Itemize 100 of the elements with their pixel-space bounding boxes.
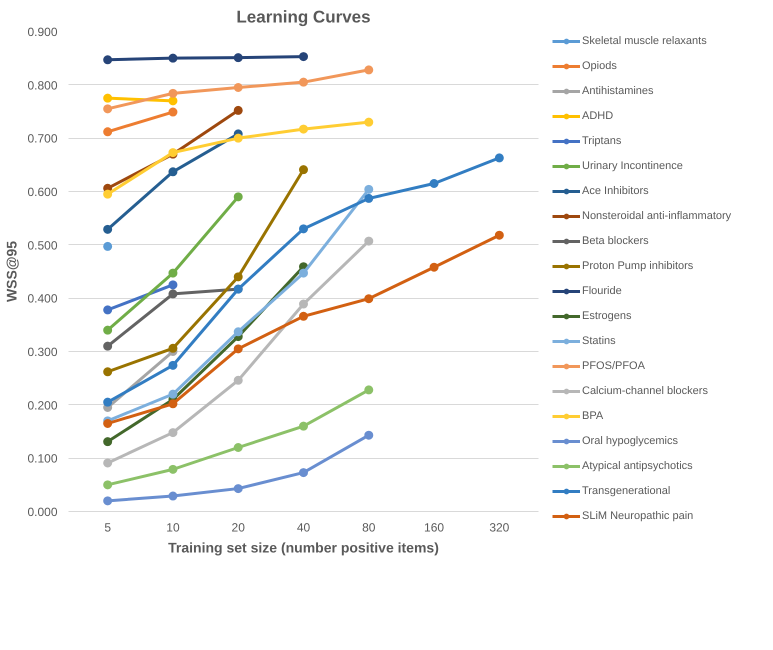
legend-label: Flouride <box>582 285 622 297</box>
point <box>168 390 178 399</box>
legend-label: Oral hypoglycemics <box>582 435 678 447</box>
point <box>299 468 308 478</box>
point <box>103 419 112 428</box>
point <box>168 344 178 353</box>
legend-label: Antihistamines <box>582 85 654 97</box>
point <box>299 165 308 174</box>
point <box>234 327 243 336</box>
point <box>103 224 112 234</box>
y-tick-label: 0.200 <box>27 398 58 412</box>
point <box>299 78 308 87</box>
y-tick-label: 0.500 <box>27 238 58 252</box>
point <box>364 236 374 246</box>
point <box>168 360 178 370</box>
point <box>234 53 243 62</box>
x-axis-title: Training set size (number positive items) <box>168 540 439 556</box>
legend-label: SLiM Neuropathic pain <box>582 510 694 522</box>
y-tick-label: 0.600 <box>27 185 58 199</box>
y-tick-label: 0.400 <box>27 292 58 306</box>
y-tick-label: 0.900 <box>27 25 58 39</box>
point <box>103 398 112 407</box>
point <box>168 268 178 278</box>
point <box>103 367 112 376</box>
point <box>364 194 374 203</box>
point <box>103 242 112 251</box>
point <box>103 496 112 506</box>
chart-title: Learning Curves <box>236 8 371 26</box>
x-tick-label: 20 <box>232 520 246 534</box>
legend-label: Calcium-channel blockers <box>582 385 708 397</box>
x-tick-label: 40 <box>296 520 310 534</box>
point <box>103 127 112 136</box>
point <box>168 280 178 290</box>
point <box>168 96 178 106</box>
point <box>103 342 112 351</box>
legend-label: Triptans <box>582 135 622 147</box>
x-tick-label: 80 <box>362 520 376 534</box>
point <box>168 492 178 501</box>
legend-label: Statins <box>582 335 616 347</box>
point <box>168 428 178 438</box>
point <box>364 385 374 394</box>
point <box>234 376 243 385</box>
legend-label: Urinary Incontinence <box>582 160 683 172</box>
legend-label: Proton Pump inhibitors <box>582 260 694 272</box>
point <box>103 480 112 490</box>
y-tick-label: 0.300 <box>27 345 58 359</box>
point <box>103 305 112 314</box>
point <box>103 326 112 335</box>
point <box>234 83 243 92</box>
point <box>234 484 243 494</box>
point <box>234 443 243 452</box>
point <box>168 54 178 63</box>
point <box>364 65 374 74</box>
point <box>168 167 178 176</box>
legend-label: Transgenerational <box>582 485 670 497</box>
point <box>299 52 308 62</box>
point <box>103 94 112 103</box>
legend-label: Skeletal muscle relaxants <box>582 35 707 47</box>
point <box>299 312 308 321</box>
point <box>234 106 243 115</box>
legend-label: Estrogens <box>582 310 632 322</box>
legend-label: Atypical antipsychotics <box>582 460 693 472</box>
legend-label: Opiods <box>582 60 617 72</box>
point <box>103 104 112 114</box>
x-tick-label: 320 <box>489 520 510 534</box>
point <box>234 192 243 202</box>
point <box>299 268 308 278</box>
point <box>103 437 112 446</box>
point <box>234 272 243 282</box>
legend-label: PFOS/PFOA <box>582 360 645 372</box>
y-tick-label: 0.800 <box>27 78 58 92</box>
point <box>430 179 439 188</box>
y-tick-label: 0.100 <box>27 452 58 466</box>
legend-label: Nonsteroidal anti-inflammatory <box>582 210 732 222</box>
point <box>299 224 308 234</box>
point <box>494 230 504 240</box>
point <box>299 300 308 309</box>
point <box>103 458 112 468</box>
point <box>494 153 504 162</box>
point <box>299 422 308 431</box>
point <box>234 344 243 354</box>
point <box>364 294 374 304</box>
point <box>234 134 243 143</box>
legend-label: Beta blockers <box>582 235 649 247</box>
legend-label: Ace Inhibitors <box>582 185 649 197</box>
point <box>430 262 439 272</box>
point <box>364 430 374 440</box>
point <box>364 184 374 194</box>
legend-label: ADHD <box>582 110 614 122</box>
x-tick-label: 160 <box>424 520 444 534</box>
y-tick-label: 0.000 <box>27 505 58 519</box>
point <box>168 108 178 117</box>
point <box>168 88 178 98</box>
point <box>168 399 178 408</box>
y-tick-label: 0.700 <box>27 132 58 146</box>
point <box>364 118 374 127</box>
point <box>168 464 178 474</box>
legend-label: BPA <box>582 410 604 422</box>
x-tick-label: 10 <box>166 520 180 534</box>
x-tick-label: 5 <box>104 520 112 534</box>
